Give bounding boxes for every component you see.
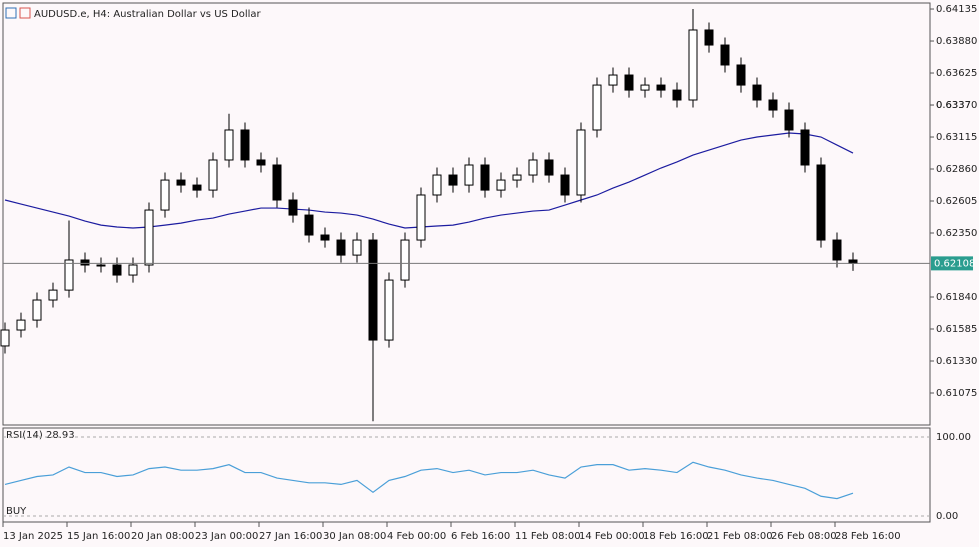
candle-body xyxy=(432,174,442,196)
candle-body xyxy=(704,29,714,46)
candle-body xyxy=(320,234,330,241)
icon xyxy=(5,7,17,19)
y-tick-label: 0.61840 xyxy=(936,292,977,303)
candle-body xyxy=(768,99,778,111)
candle-body xyxy=(48,289,58,301)
y-tick-label: 0.61585 xyxy=(936,324,977,335)
rsi-label: RSI(14) 28.93 xyxy=(6,430,75,441)
signal: BUY xyxy=(6,506,27,517)
candle-body xyxy=(128,264,138,276)
y-tick-label: 0.63625 xyxy=(936,68,977,79)
y-tick-label: 0.61075 xyxy=(936,388,977,399)
candle-body xyxy=(784,109,794,131)
x-tick-label: 30 Jan 08:00 xyxy=(323,531,386,542)
candle-body xyxy=(688,29,698,101)
candle-body xyxy=(496,179,506,191)
x-tick-label: 23 Jan 00:00 xyxy=(195,531,258,542)
candle-body xyxy=(288,199,298,216)
candle-body xyxy=(720,44,730,66)
candle-body xyxy=(0,329,10,347)
candle-body xyxy=(816,164,826,241)
candle-body xyxy=(256,159,266,166)
y-tick-label: 0.62860 xyxy=(936,164,977,175)
y-tick-label: 0.6337 xyxy=(936,100,971,111)
x-tick-label: 6 Feb 16:00 xyxy=(451,531,510,542)
candle-body xyxy=(512,174,522,181)
candle-body xyxy=(64,259,74,291)
x-tick-label: 13 Jan 2025 xyxy=(3,531,63,542)
candle-body xyxy=(112,264,122,276)
candle-body xyxy=(160,179,170,211)
rsi-tick-label: 0.00 xyxy=(936,511,958,522)
candle-body xyxy=(208,159,218,191)
candle-body xyxy=(640,84,650,91)
candle-body xyxy=(32,299,42,321)
x-tick-label: 21 Feb 08:00 xyxy=(707,531,773,542)
current-price-box xyxy=(931,256,973,271)
y-tick-label: 0.64135 xyxy=(936,4,977,15)
candle-body xyxy=(480,164,490,191)
candle-body xyxy=(384,279,394,341)
candle-body xyxy=(832,239,842,261)
candle-body xyxy=(16,319,26,331)
price-panel xyxy=(2,2,931,426)
candle-body xyxy=(272,164,282,201)
candle-body xyxy=(336,239,346,256)
x-tick-label: 11 Feb 08:00 xyxy=(515,531,581,542)
y-tick-label: 0.63880 xyxy=(936,36,977,47)
y-tick-label: 0.62350 xyxy=(936,228,977,239)
x-tick-label: 14 Feb 00:00 xyxy=(579,531,645,542)
candle-body xyxy=(352,239,362,256)
candle-body xyxy=(672,89,682,101)
candle-body xyxy=(144,209,154,266)
candle-body xyxy=(368,239,378,341)
x-tick-label: 26 Feb 08:00 xyxy=(771,531,837,542)
x-tick-label: 18 Feb 16:00 xyxy=(643,531,709,542)
y-tick-label: 0.62605 xyxy=(936,196,977,207)
candle-body xyxy=(736,64,746,86)
candle-body xyxy=(656,84,666,91)
icon xyxy=(19,7,31,19)
x-tick-label: 15 Jan 16:00 xyxy=(67,531,130,542)
x-tick-label: 27 Jan 16:00 xyxy=(259,531,322,542)
rsi-tick-label: 100.00 xyxy=(936,432,971,443)
candle-body xyxy=(544,159,554,176)
rsi-line xyxy=(4,461,854,500)
candle-body xyxy=(304,214,314,236)
candle-body xyxy=(624,74,634,91)
x-tick-label: 20 Jan 08:00 xyxy=(131,531,194,542)
candle-body xyxy=(608,74,618,86)
chart-title: AUDUSD.e, H4: Australian Dollar vs US Do… xyxy=(34,9,262,20)
rsi-panel xyxy=(2,427,931,523)
candle-body xyxy=(176,179,186,186)
candle-body xyxy=(96,264,106,267)
candle-body xyxy=(240,129,250,161)
candle-body xyxy=(592,84,602,131)
candle-body xyxy=(752,84,762,101)
candle-body xyxy=(528,159,538,176)
candle-body xyxy=(464,164,474,186)
candle-body xyxy=(848,259,858,264)
y-tick-label: 0.61330 xyxy=(936,356,977,367)
candle-body xyxy=(560,174,570,196)
candle-body xyxy=(416,194,426,241)
x-tick-label: 28 Feb 16:00 xyxy=(835,531,901,542)
y-tick-label: 0.63370 xyxy=(936,100,977,111)
candle-body xyxy=(448,174,458,186)
candle-body xyxy=(224,129,234,161)
candle-body xyxy=(80,259,90,266)
candle-body xyxy=(192,184,202,191)
candle-body xyxy=(576,129,586,196)
current-price-label: 0.62108 xyxy=(934,258,975,269)
candle-body xyxy=(800,129,810,166)
candle-body xyxy=(400,239,410,281)
y-tick-label: 0.63115 xyxy=(936,132,977,143)
x-tick-label: 4 Feb 00:00 xyxy=(387,531,446,542)
